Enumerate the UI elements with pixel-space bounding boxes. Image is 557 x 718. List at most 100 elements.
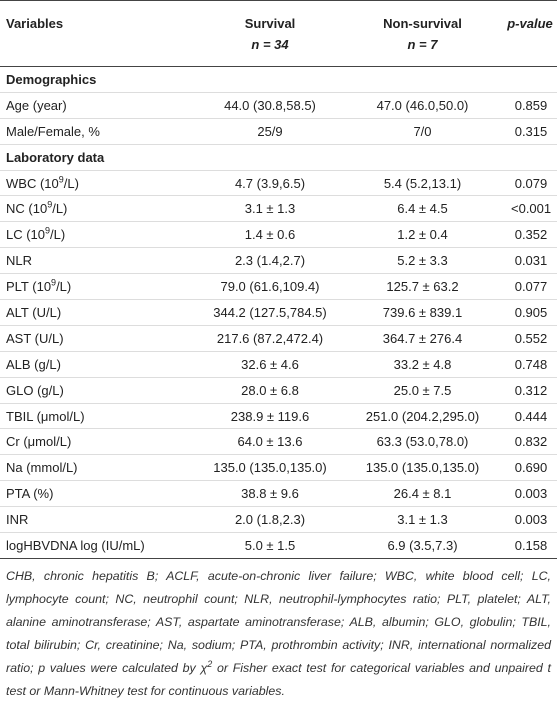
row-label: PLT (109/L)	[0, 273, 200, 301]
text: ALB (g/L)	[6, 356, 61, 372]
cell: 0.444	[505, 403, 557, 430]
header-cell	[0, 33, 200, 67]
cell: 47.0 (46.0,50.0)	[340, 92, 505, 119]
header-cell: n = 34	[200, 33, 340, 67]
cell: 0.079	[505, 170, 557, 197]
row-label: Age (year)	[0, 92, 200, 119]
cell: 2.3 (1.4,2.7)	[200, 247, 340, 275]
cell: 63.3 (53.0,78.0)	[340, 428, 505, 456]
cell: 1.4 ± 0.6	[200, 221, 340, 249]
text: TBIL (μmol/L)	[6, 408, 85, 424]
table-row: Cr (μmol/L) 64.0 ± 13.6 63.3 (53.0,78.0) 0.…	[0, 428, 557, 456]
text: or Fisher exact test for categorical var…	[6, 660, 551, 698]
table-header: Variables Survival Non-survival p-value …	[0, 1, 557, 67]
row-label: NLR	[0, 247, 200, 275]
cell: 0.748	[505, 351, 557, 378]
cell: 6.4 ± 4.5	[340, 195, 505, 223]
row-label: PTA (%)	[0, 480, 200, 508]
cell: 5.4 (5.2,13.1)	[340, 170, 505, 197]
text: ALT (U/L)	[6, 304, 62, 320]
table-row: GLO (g/L) 28.0 ± 6.8 25.0 ± 7.5 0.312	[0, 377, 557, 404]
table-row: Demographics	[0, 66, 557, 93]
table-row: ALT (U/L) 344.2 (127.5,784.5) 739.6 ± 839.…	[0, 299, 557, 326]
row-label: NC (109/L)	[0, 195, 200, 223]
cell: 26.4 ± 8.1	[340, 480, 505, 508]
text: Male/Female, %	[6, 123, 100, 139]
cell: 0.905	[505, 299, 557, 326]
row-label: WBC (109/L)	[0, 170, 200, 197]
cell: 0.077	[505, 273, 557, 301]
cell: 3.1 ± 1.3	[340, 506, 505, 534]
cell: 3.1 ± 1.3	[200, 195, 340, 223]
text: LC (10	[6, 227, 46, 243]
table-row: PTA (%) 38.8 ± 9.6 26.4 ± 8.1 0.003	[0, 480, 557, 508]
section-heading: Demographics	[0, 66, 557, 93]
cell: 135.0 (135.0,135.0)	[340, 454, 505, 482]
cell: 32.6 ± 4.6	[200, 351, 340, 378]
cell: 125.7 ± 63.2	[340, 273, 505, 301]
text: Na (mmol/L)	[6, 460, 78, 476]
cell: 0.832	[505, 428, 557, 456]
row-label: Cr (μmol/L)	[0, 428, 200, 456]
cell: 33.2 ± 4.8	[340, 351, 505, 378]
header-row: n = 34 n = 7	[0, 33, 557, 67]
text: /L)	[56, 279, 72, 295]
text: CHB, chronic hepatitis B; ACLF, acute-on…	[6, 568, 551, 675]
row-label: Male/Female, %	[0, 118, 200, 145]
row-label: ALT (U/L)	[0, 299, 200, 326]
cell: 28.0 ± 6.8	[200, 377, 340, 404]
text: INR	[6, 512, 29, 528]
row-label: ALB (g/L)	[0, 351, 200, 378]
cell: 0.552	[505, 325, 557, 352]
text: /L)	[52, 201, 68, 217]
table-row: LC (109/L) 1.4 ± 0.6 1.2 ± 0.4 0.352	[0, 221, 557, 249]
cell: 6.9 (3.5,7.3)	[340, 532, 505, 559]
row-label: INR	[0, 506, 200, 534]
table-row: NLR 2.3 (1.4,2.7) 5.2 ± 3.3 0.031	[0, 247, 557, 275]
cell: 25/9	[200, 118, 340, 145]
text: /L)	[63, 175, 79, 191]
header-cell: Variables	[6, 16, 64, 31]
text: NLR	[6, 253, 33, 269]
header-cell	[505, 33, 557, 67]
row-label: LC (109/L)	[0, 221, 200, 249]
text: WBC (10	[6, 175, 59, 191]
table-row: WBC (109/L) 4.7 (3.9,6.5) 5.4 (5.2,13.1) 0.…	[0, 170, 557, 197]
superscript: 2	[207, 658, 213, 669]
cell: 4.7 (3.9,6.5)	[200, 170, 340, 197]
section-heading: Laboratory data	[0, 144, 557, 171]
cell: 64.0 ± 13.6	[200, 428, 340, 456]
data-table: Variables Survival Non-survival p-value …	[0, 0, 557, 559]
cell: 44.0 (30.8,58.5)	[200, 92, 340, 119]
cell: 2.0 (1.8,2.3)	[200, 506, 340, 534]
header-cell: Survival	[244, 16, 296, 31]
row-label: Na (mmol/L)	[0, 454, 200, 482]
cell: 217.6 (87.2,472.4)	[200, 325, 340, 352]
text: GLO (g/L)	[6, 382, 64, 398]
text: PLT (10	[6, 279, 52, 295]
table-row: INR 2.0 (1.8,2.3) 3.1 ± 1.3 0.003	[0, 506, 557, 534]
cell: 5.2 ± 3.3	[340, 247, 505, 275]
table-row: ALB (g/L) 32.6 ± 4.6 33.2 ± 4.8 0.748	[0, 351, 557, 378]
header-cell: p-value	[507, 16, 553, 31]
cell: 0.031	[505, 247, 557, 275]
text: logHBVDNA log (IU/mL)	[6, 537, 145, 553]
text: NC (10	[6, 201, 48, 217]
header-cell: Non-survival	[383, 16, 462, 31]
table-row: NC (109/L) 3.1 ± 1.3 6.4 ± 4.5 <0.001	[0, 195, 557, 223]
footnote: CHB, chronic hepatitis B; ACLF, acute-on…	[0, 559, 557, 703]
cell: 0.352	[505, 221, 557, 249]
table-row: AST (U/L) 217.6 (87.2,472.4) 364.7 ± 276.4…	[0, 325, 557, 352]
text: Age (year)	[6, 97, 67, 113]
superscript: 9	[51, 277, 57, 288]
table-row: Na (mmol/L) 135.0 (135.0,135.0) 135.0 (135…	[0, 454, 557, 482]
row-label: logHBVDNA log (IU/mL)	[0, 532, 200, 559]
cell: 1.2 ± 0.4	[340, 221, 505, 249]
text: AST (U/L)	[6, 330, 64, 346]
table-row: logHBVDNA log (IU/mL) 5.0 ± 1.5 6.9 (3.5,7…	[0, 532, 557, 559]
cell: 364.7 ± 276.4	[340, 325, 505, 352]
table-row: Age (year) 44.0 (30.8,58.5) 47.0 (46.0,50.…	[0, 92, 557, 119]
table-row: TBIL (μmol/L) 238.9 ± 119.6 251.0 (204.2,2…	[0, 403, 557, 430]
cell: 7/0	[340, 118, 505, 145]
cell: 25.0 ± 7.5	[340, 377, 505, 404]
